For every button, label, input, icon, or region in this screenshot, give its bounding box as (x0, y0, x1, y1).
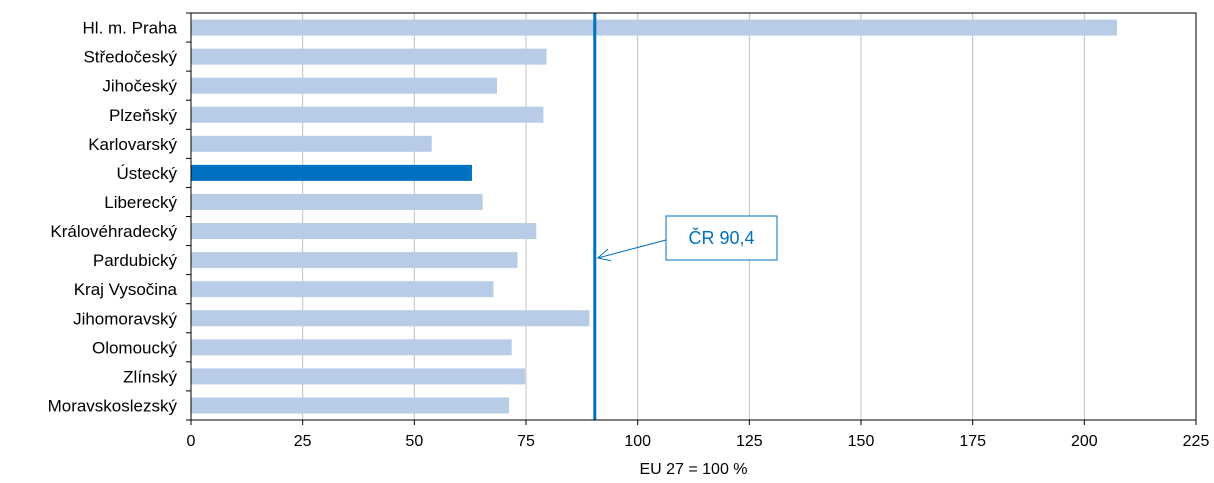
annotation-arrow (597, 239, 667, 259)
bar (191, 106, 544, 123)
x-axis-title: EU 27 = 100 % (639, 461, 747, 478)
bar (191, 164, 472, 181)
x-tick-label: 50 (405, 433, 423, 450)
bar (191, 48, 547, 65)
category-label: Ústecký (117, 164, 178, 183)
x-tick-label: 100 (624, 433, 651, 450)
bar (191, 281, 494, 298)
bar (191, 368, 526, 385)
category-label: Kraj Vysočina (74, 280, 178, 299)
x-tick-label: 225 (1183, 433, 1210, 450)
category-label: Karlovarský (88, 135, 177, 154)
category-label: Jihočeský (102, 77, 177, 96)
bar (191, 77, 497, 94)
category-label: Středočeský (83, 48, 177, 67)
bar (191, 135, 432, 152)
y-axis-categories: Hl. m. Praha Středočeský Jihočeský Plzeňský… (48, 12, 191, 421)
bar (191, 223, 537, 240)
annotation-box (665, 215, 778, 261)
category-label: Moravskoslezský (48, 396, 178, 415)
bar (191, 397, 510, 414)
x-tick-label: 25 (294, 433, 312, 450)
category-label: Jihomoravský (73, 309, 177, 328)
bar (191, 339, 512, 356)
bar (191, 19, 1117, 36)
category-label: Plzeňský (109, 106, 178, 125)
x-tick-label: 75 (517, 433, 535, 450)
bar (191, 193, 483, 210)
x-tick-label: 125 (736, 433, 763, 450)
category-label: Hl. m. Praha (83, 19, 178, 38)
x-tick-label: 0 (187, 433, 196, 450)
bars (191, 19, 1117, 414)
category-label: Královéhradecký (50, 222, 177, 241)
reference-annotation: ČR 90,4 (596, 215, 778, 262)
bar (191, 310, 590, 327)
x-axis-ticks: 0 25 50 75 100 125 150 175 200 225 (187, 420, 1210, 450)
x-tick-label: 175 (959, 433, 986, 450)
annotation-label: ČR 90,4 (688, 227, 754, 248)
category-label: Pardubický (93, 251, 178, 270)
category-label: Liberecký (104, 193, 177, 212)
bar (191, 252, 518, 269)
annotation-arrowhead (596, 248, 612, 262)
category-label: Olomoucký (92, 338, 178, 357)
x-tick-label: 150 (848, 433, 875, 450)
category-label: Zlínský (123, 367, 177, 386)
x-tick-label: 200 (1071, 433, 1098, 450)
